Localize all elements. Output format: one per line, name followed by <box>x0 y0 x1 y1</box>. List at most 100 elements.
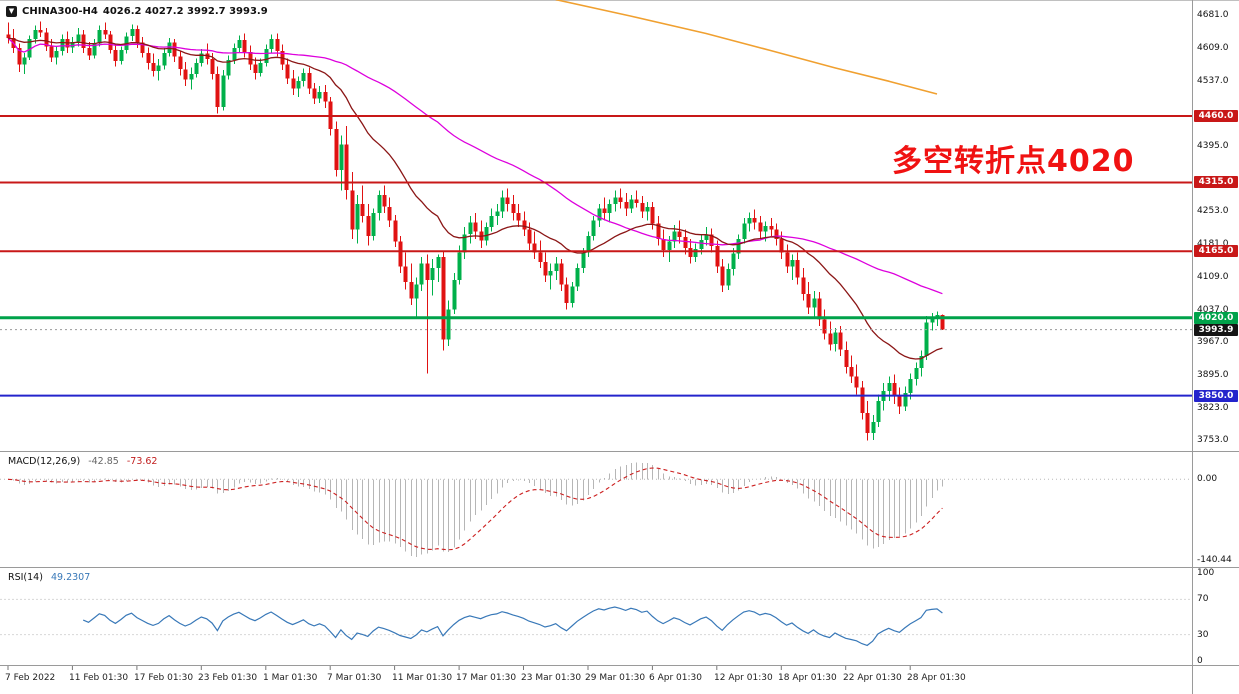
candle-body <box>156 65 161 72</box>
candle-body <box>543 261 548 276</box>
price-tick-label: 4181.0 <box>1197 239 1229 249</box>
candle-body <box>876 401 881 423</box>
price-level-badge[interactable]: 4315.0 <box>1194 176 1238 188</box>
candle-body <box>436 257 441 269</box>
candle-body <box>591 220 596 237</box>
candle-body <box>317 92 322 99</box>
candle-body <box>924 322 929 357</box>
candle-body <box>258 62 263 73</box>
candle-body <box>785 252 790 267</box>
macd-histogram <box>13 462 943 558</box>
candle-body <box>790 259 795 267</box>
rsi-indicator-title: RSI(14) 49.2307 <box>8 572 95 583</box>
candle-body <box>897 396 902 407</box>
candle-body <box>747 217 752 224</box>
candle-body <box>602 208 607 214</box>
price-level-badge[interactable]: 4165.0 <box>1194 245 1238 257</box>
candle-body <box>194 62 199 74</box>
candle-body <box>575 268 580 287</box>
candle-body <box>613 197 618 204</box>
price-tick-label: 4109.0 <box>1197 272 1229 282</box>
candle-body <box>350 190 355 230</box>
candle-body <box>60 39 65 51</box>
candle-body <box>914 368 919 380</box>
ma-line-sma-60 <box>7 37 943 295</box>
candle-body <box>425 263 430 281</box>
candle-body <box>532 243 537 253</box>
candle-body <box>677 231 682 237</box>
candle-body <box>693 248 698 258</box>
time-axis-label[interactable]: 17 Feb 01:30 <box>134 673 194 683</box>
time-axis-label[interactable]: 1 Mar 01:30 <box>263 673 318 683</box>
candle-body <box>758 222 763 232</box>
candle-body <box>87 48 92 56</box>
candle-body <box>54 50 59 58</box>
ma-line-ema-24 <box>7 37 943 360</box>
candle-body <box>441 257 446 340</box>
candle-body <box>151 62 156 72</box>
candle-body <box>232 48 237 61</box>
time-axis-label[interactable]: 7 Mar 01:30 <box>327 673 382 683</box>
price-tick-label: 4681.0 <box>1197 10 1229 20</box>
candle-body <box>844 349 849 368</box>
rsi-scale-label: 70 <box>1197 594 1209 604</box>
price-level-badge[interactable]: 3850.0 <box>1194 390 1238 402</box>
candle-body <box>339 144 344 171</box>
candle-body <box>419 263 424 285</box>
candle-body <box>301 72 306 82</box>
candle-body <box>720 266 725 286</box>
time-axis-label[interactable]: 7 Feb 2022 <box>5 673 56 683</box>
candle-body <box>323 92 328 102</box>
time-axis-label[interactable]: 23 Feb 01:30 <box>198 673 258 683</box>
candle-body <box>484 226 489 241</box>
candle-body <box>452 280 457 310</box>
candle-body <box>377 194 382 214</box>
candle-body <box>704 234 709 240</box>
candle-body <box>473 222 478 232</box>
candle-body <box>715 246 720 267</box>
candle-body <box>167 42 172 53</box>
time-axis-label[interactable]: 23 Mar 01:30 <box>521 673 582 683</box>
time-axis-label[interactable]: 28 Apr 01:30 <box>907 673 966 683</box>
candle-body <box>291 78 296 89</box>
candle-body <box>44 32 49 47</box>
rsi-value: 49.2307 <box>50 572 91 583</box>
candle-body <box>629 199 634 209</box>
candle-body <box>699 239 704 249</box>
time-axis-label[interactable]: 22 Apr 01:30 <box>843 673 902 683</box>
candle-body <box>140 42 145 53</box>
time-axis-label[interactable]: 29 Mar 01:30 <box>585 673 646 683</box>
candle-body <box>683 237 688 248</box>
candle-body <box>387 206 392 221</box>
price-level-badge[interactable]: 4460.0 <box>1194 110 1238 122</box>
time-axis-label[interactable]: 18 Apr 01:30 <box>778 673 837 683</box>
candle-body <box>709 234 714 247</box>
time-axis-label[interactable]: 11 Feb 01:30 <box>69 673 129 683</box>
candle-body <box>752 217 757 223</box>
candle-body <box>919 356 924 369</box>
time-axis-label[interactable]: 11 Mar 01:30 <box>392 673 453 683</box>
candle-body <box>559 263 564 285</box>
candle-body <box>774 229 779 239</box>
price-level-badge[interactable]: 4020.0 <box>1194 312 1238 324</box>
candle-body <box>538 252 543 262</box>
candle-body <box>688 248 693 258</box>
symbol-title: CHINA300-H4 <box>22 6 98 17</box>
candle-body <box>812 298 817 308</box>
candle-body <box>6 34 11 39</box>
candle-body <box>865 413 870 434</box>
candle-body <box>146 52 151 63</box>
candle-body <box>344 144 349 191</box>
candle-body <box>162 52 167 66</box>
candle-body <box>495 211 500 216</box>
candle-body <box>135 28 140 43</box>
time-axis-label[interactable]: 6 Apr 01:30 <box>649 673 702 683</box>
time-axis-label[interactable]: 12 Apr 01:30 <box>714 673 773 683</box>
candle-body <box>205 53 210 60</box>
time-axis-label[interactable]: 17 Mar 01:30 <box>456 673 517 683</box>
candle-body <box>312 88 317 99</box>
candle-body <box>736 238 741 254</box>
candle-body <box>640 203 645 212</box>
